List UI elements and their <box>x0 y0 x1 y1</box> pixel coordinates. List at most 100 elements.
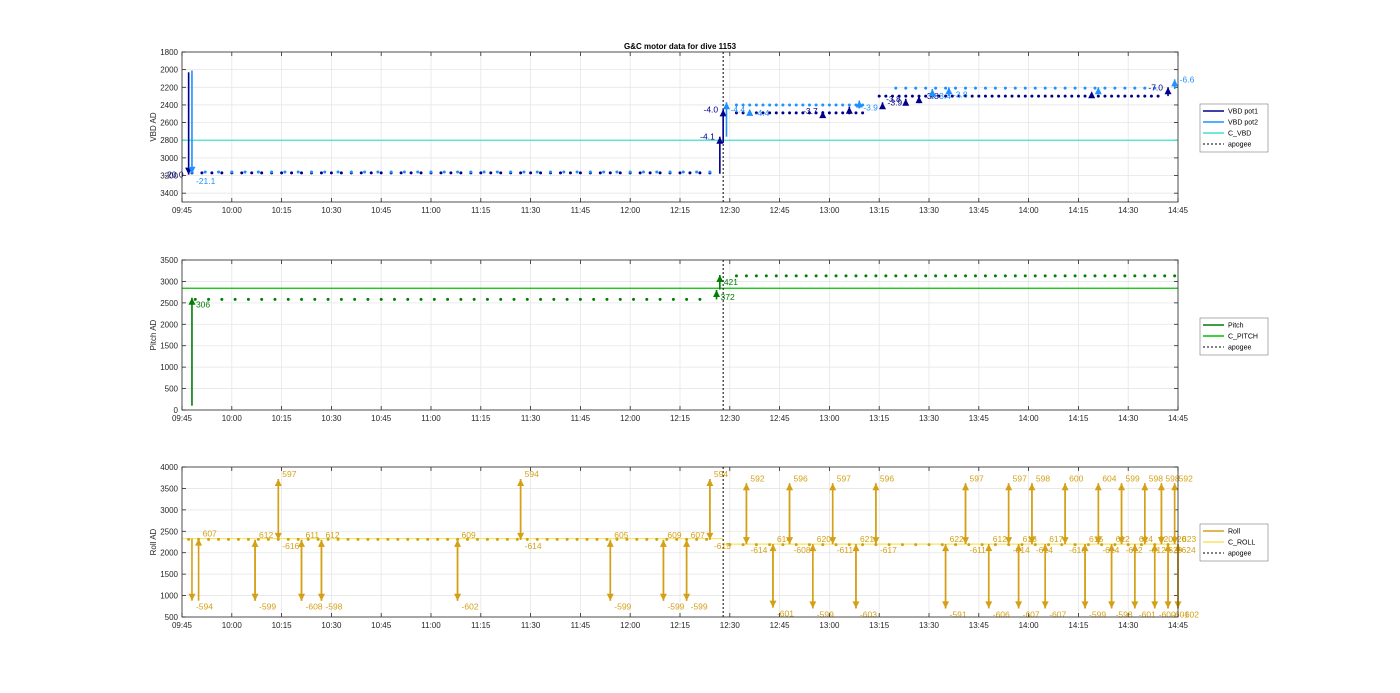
data-point <box>203 170 207 174</box>
data-point <box>761 103 765 107</box>
data-point <box>841 111 845 115</box>
arrow-head <box>1157 537 1165 545</box>
data-point <box>1139 543 1143 547</box>
arrow-label: 609 <box>667 530 681 540</box>
arrow-head <box>879 102 887 110</box>
data-point <box>728 543 732 547</box>
y-tick-label: 2000 <box>160 66 178 75</box>
legend-label: Roll <box>1228 529 1241 536</box>
data-point <box>618 297 622 301</box>
arrow-head <box>188 166 196 174</box>
data-point <box>874 274 878 278</box>
data-point <box>658 171 662 175</box>
x-tick-label: 10:30 <box>321 206 342 215</box>
data-point <box>256 537 260 541</box>
data-point <box>671 297 675 301</box>
data-point <box>1143 94 1147 98</box>
data-point <box>784 274 788 278</box>
x-tick-label: 10:00 <box>222 206 243 215</box>
data-point <box>807 103 811 107</box>
data-point <box>847 543 851 547</box>
data-point <box>997 94 1001 98</box>
data-point <box>595 537 599 541</box>
data-point <box>250 171 254 175</box>
data-point <box>734 111 738 115</box>
data-point <box>774 274 778 278</box>
arrow-head <box>1151 544 1159 552</box>
data-point <box>695 170 699 174</box>
data-point <box>339 297 343 301</box>
data-point <box>1063 94 1067 98</box>
data-point <box>1017 94 1021 98</box>
data-point <box>1143 274 1147 278</box>
data-point <box>744 274 748 278</box>
data-point <box>512 297 516 301</box>
x-tick-label: 13:00 <box>819 621 840 630</box>
data-point <box>698 297 702 301</box>
data-point <box>300 297 304 301</box>
arrow-label: -20.0 <box>164 170 184 180</box>
data-point <box>1113 274 1117 278</box>
data-point <box>781 103 785 107</box>
data-point <box>220 171 224 175</box>
data-point <box>964 94 968 98</box>
data-point <box>655 170 659 174</box>
data-point <box>705 537 709 541</box>
data-point <box>406 537 410 541</box>
data-point <box>273 297 277 301</box>
data-point <box>359 171 363 175</box>
arrow-label: 597 <box>837 473 851 483</box>
data-point <box>1060 543 1064 547</box>
x-tick-label: 09:45 <box>172 414 193 423</box>
data-point <box>349 170 353 174</box>
arrow-label: 620 <box>817 534 831 544</box>
arrow-label: 612 <box>993 534 1007 544</box>
arrow-head <box>742 537 750 545</box>
data-point <box>977 94 981 98</box>
x-tick-label: 11:30 <box>521 621 541 630</box>
arrow-label: 622 <box>950 534 964 544</box>
data-point <box>336 537 340 541</box>
x-tick-label: 14:30 <box>1118 414 1139 423</box>
arrow-head <box>195 538 203 546</box>
data-point <box>439 171 443 175</box>
y-tick-label: 1000 <box>160 592 178 601</box>
x-tick-label: 11:00 <box>421 414 441 423</box>
data-point <box>409 171 413 175</box>
arrow-label: 617 <box>1049 534 1063 544</box>
x-tick-label: 12:00 <box>620 621 641 630</box>
data-point <box>685 297 689 301</box>
x-tick-label: 10:15 <box>272 414 293 423</box>
data-point <box>598 171 602 175</box>
arrow-label: 598 <box>1036 473 1050 483</box>
data-point <box>585 537 589 541</box>
data-point <box>904 94 908 98</box>
data-point <box>1063 86 1067 90</box>
data-point <box>230 170 234 174</box>
data-point <box>914 543 918 547</box>
data-point <box>983 274 987 278</box>
arrow-label: 597 <box>282 469 296 479</box>
data-point <box>309 170 313 174</box>
y-tick-label: 3000 <box>160 506 178 515</box>
arrow-label: -601 <box>1172 609 1189 619</box>
data-point <box>841 103 845 107</box>
x-tick-label: 11:30 <box>521 206 541 215</box>
arrow-label: 372 <box>721 292 735 302</box>
arrow-label: 421 <box>724 277 738 287</box>
arrow-label: 604 <box>1102 473 1116 483</box>
data-point <box>233 297 237 301</box>
x-tick-label: 13:15 <box>869 206 890 215</box>
data-point <box>485 297 489 301</box>
data-point <box>665 537 669 541</box>
data-point <box>1023 86 1027 90</box>
arrow-label: -594 <box>196 602 213 612</box>
data-point <box>934 86 938 90</box>
data-point <box>399 171 403 175</box>
arrow-label: -599 <box>691 602 708 612</box>
data-point <box>479 171 483 175</box>
arrow-head <box>786 537 794 545</box>
data-point <box>356 537 360 541</box>
data-point <box>246 297 250 301</box>
arrow-label: -624 <box>1179 545 1196 555</box>
